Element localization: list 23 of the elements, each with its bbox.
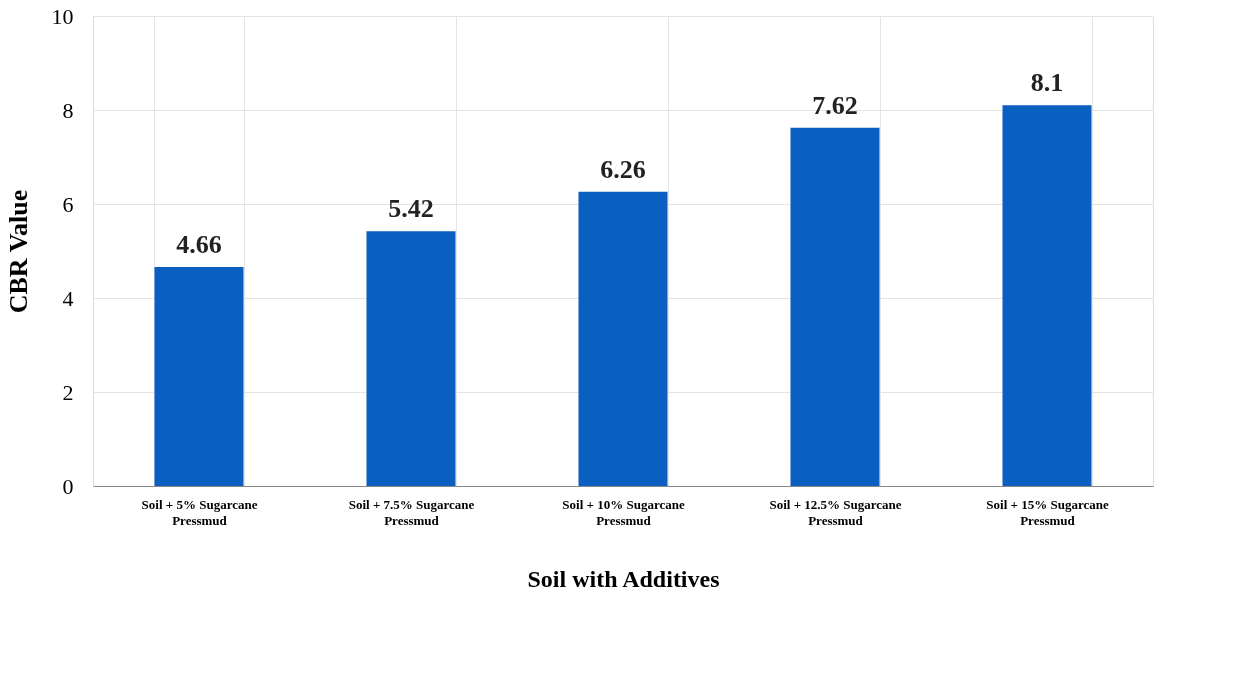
bar (578, 191, 668, 486)
bar (1002, 105, 1092, 486)
x-tick-label: Soil + 12.5% Sugarcane Pressmud (769, 496, 902, 528)
x-tick-label: Soil + 15% Sugarcane Pressmud (986, 496, 1109, 528)
data-label: 6.26 (600, 154, 646, 184)
y-tick-label: 0 (62, 473, 74, 499)
data-label: 5.42 (388, 194, 434, 224)
bar (154, 266, 244, 486)
bar (366, 231, 456, 486)
y-tick-label: 2 (62, 379, 74, 405)
data-label: 7.62 (812, 90, 858, 120)
y-axis-title: CBR Value (3, 189, 33, 314)
data-label: 8.1 (1030, 68, 1064, 98)
bar (790, 127, 880, 486)
x-tick-label: Soil + 10% Sugarcane Pressmud (562, 496, 685, 528)
data-label: 4.66 (176, 229, 222, 259)
y-tick-label: 6 (62, 191, 74, 217)
x-tick-label: Soil + 5% Sugarcane Pressmud (141, 496, 258, 528)
y-tick-label: 8 (62, 97, 74, 123)
x-tick-label: Soil + 7.5% Sugarcane Pressmud (348, 496, 475, 528)
y-tick-label: 4 (62, 285, 74, 311)
x-axis-title: Soil with Additives (527, 565, 720, 592)
y-tick-label: 10 (51, 3, 74, 29)
